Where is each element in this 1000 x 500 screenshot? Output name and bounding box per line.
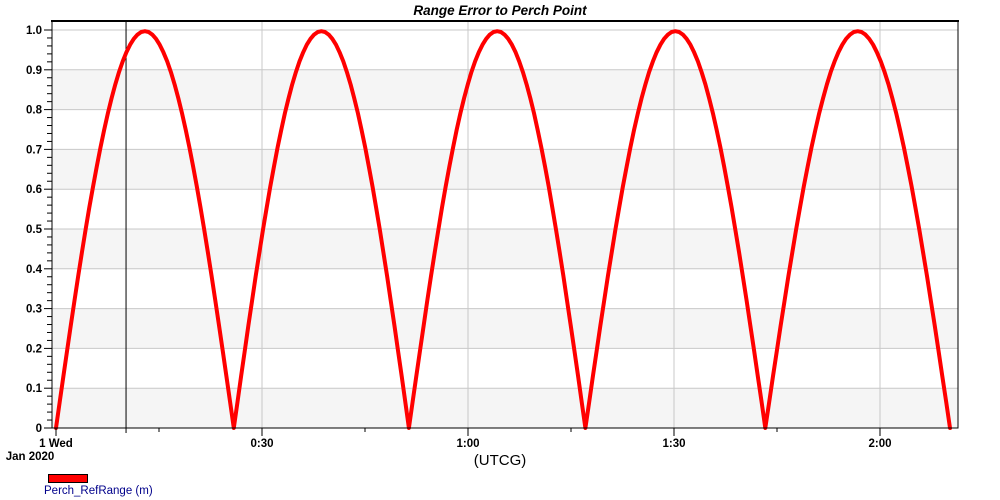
plot-band — [52, 388, 958, 428]
y-tick-label: 0.7 — [26, 144, 42, 156]
y-tick-label: 0.6 — [26, 184, 42, 196]
y-tick-label: 0.1 — [26, 383, 43, 395]
y-tick-label: 0.9 — [26, 65, 42, 77]
x-tick-label: 0:30 — [250, 438, 273, 450]
x-tick-label: 1 Wed — [39, 438, 73, 450]
y-tick-label: 0 — [36, 423, 42, 435]
x-tick-label: 2:00 — [868, 438, 891, 450]
chart-title: Range Error to Perch Point — [413, 3, 587, 18]
plot-band — [52, 69, 958, 110]
plot-band — [52, 149, 958, 190]
plot-band — [52, 229, 958, 269]
x-epoch-sublabel: Jan 2020 — [6, 451, 55, 463]
y-tick-label: 0.8 — [26, 105, 43, 117]
y-tick-label: 0.3 — [26, 304, 42, 316]
y-tick-label: 0.4 — [26, 264, 43, 276]
x-tick-label: 1:30 — [662, 438, 685, 450]
y-tick-label: 0.5 — [26, 224, 43, 236]
y-tick-label: 0.2 — [26, 343, 42, 355]
plot-band — [52, 308, 958, 349]
x-axis-unit-label: (UTCG) — [473, 452, 527, 469]
legend-series-label: Perch_RefRange (m) — [44, 485, 153, 497]
legend-swatch — [48, 474, 88, 483]
series-line — [54, 29, 952, 430]
y-tick-label: 1.0 — [26, 25, 42, 37]
x-tick-label: 1:00 — [456, 438, 479, 450]
